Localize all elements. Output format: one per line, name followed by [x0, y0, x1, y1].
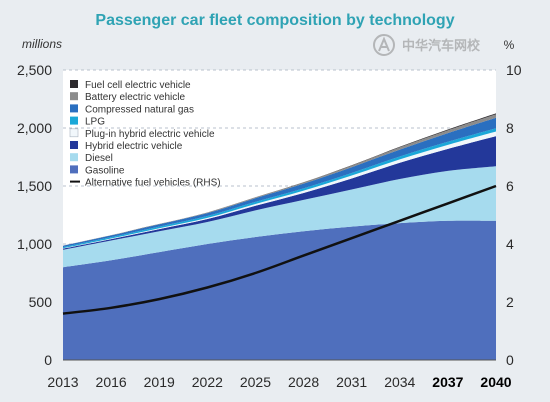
legend-item: Battery electric vehicle [70, 92, 185, 103]
y2-tick-label: 10 [506, 62, 522, 78]
legend-swatch [70, 80, 78, 88]
x-tick-label: 2028 [288, 374, 319, 390]
y2-tick-label: 4 [506, 236, 514, 252]
y-tick-label: 2,500 [17, 62, 52, 78]
legend-label: Diesel [85, 153, 113, 164]
legend-label: Plug-in hybrid electric vehicle [85, 129, 215, 140]
legend-item: Gasoline [70, 165, 125, 176]
chart-title: Passenger car fleet composition by techn… [95, 12, 454, 29]
y-tick-label: 500 [29, 294, 53, 310]
legend-label: Fuel cell electric vehicle [85, 80, 191, 91]
right-axis-unit: % [504, 38, 515, 52]
legend-item: LPG [70, 116, 105, 128]
y-tick-label: 1,000 [17, 236, 52, 252]
legend-label: Alternative fuel vehicles (RHS) [85, 178, 221, 189]
legend-item: Alternative fuel vehicles (RHS) [70, 178, 221, 189]
legend-label: LPG [85, 117, 105, 128]
x-tick-label: 2040 [480, 374, 511, 390]
legend-label: Hybrid electric vehicle [85, 141, 183, 152]
x-tick-label: 2019 [144, 374, 175, 390]
y2-tick-label: 0 [506, 352, 514, 368]
legend-swatch [70, 153, 78, 162]
y-tick-label: 2,000 [17, 120, 52, 136]
y-tick-label: 1,500 [17, 178, 52, 194]
left-axis-unit: millions [22, 37, 62, 51]
x-tick-label: 2022 [192, 374, 223, 390]
x-tick-label: 2034 [384, 374, 415, 390]
legend-swatch [70, 104, 78, 113]
area-gasoline [63, 220, 496, 360]
legend-swatch [70, 92, 78, 101]
watermark-logo-icon [373, 34, 395, 56]
y2-tick-label: 2 [506, 294, 514, 310]
legend-item: Hybrid electric vehicle [70, 141, 183, 152]
watermark-text: 中华汽车网校 [402, 38, 481, 54]
legend-swatch [70, 141, 78, 149]
legend-item: Plug-in hybrid electric vehicle [69, 128, 215, 140]
alt-fuel-line [62, 184, 497, 315]
x-tick-label: 2031 [336, 374, 367, 390]
legend-item: Fuel cell electric vehicle [70, 80, 191, 91]
x-tick-label: 2013 [47, 374, 78, 390]
y-tick-label: 0 [44, 352, 52, 368]
area-diesel [63, 166, 496, 268]
y2-tick-label: 8 [506, 120, 514, 136]
stacked-areas [63, 113, 496, 360]
watermark: 中华汽车网校 [373, 34, 481, 56]
x-tick-label: 2016 [96, 374, 127, 390]
axes: 0 500 1,000 1,500 2,000 2,500 0 2 4 6 8 10 2013 2016 2… [17, 62, 522, 390]
legend-label: Gasoline [85, 165, 125, 176]
legend-swatch [69, 128, 79, 138]
line-alternative-fuel-vehicles [62, 184, 497, 315]
legend-swatch [70, 165, 78, 174]
x-tick-label: 2037 [432, 374, 463, 390]
legend-item: Diesel [70, 153, 113, 164]
legend-swatch [70, 116, 78, 125]
legend-item: Compressed natural gas [70, 104, 194, 115]
y2-tick-label: 6 [506, 178, 514, 194]
x-tick-label: 2025 [240, 374, 271, 390]
legend-label: Compressed natural gas [85, 104, 194, 115]
legend-label: Battery electric vehicle [85, 92, 185, 103]
